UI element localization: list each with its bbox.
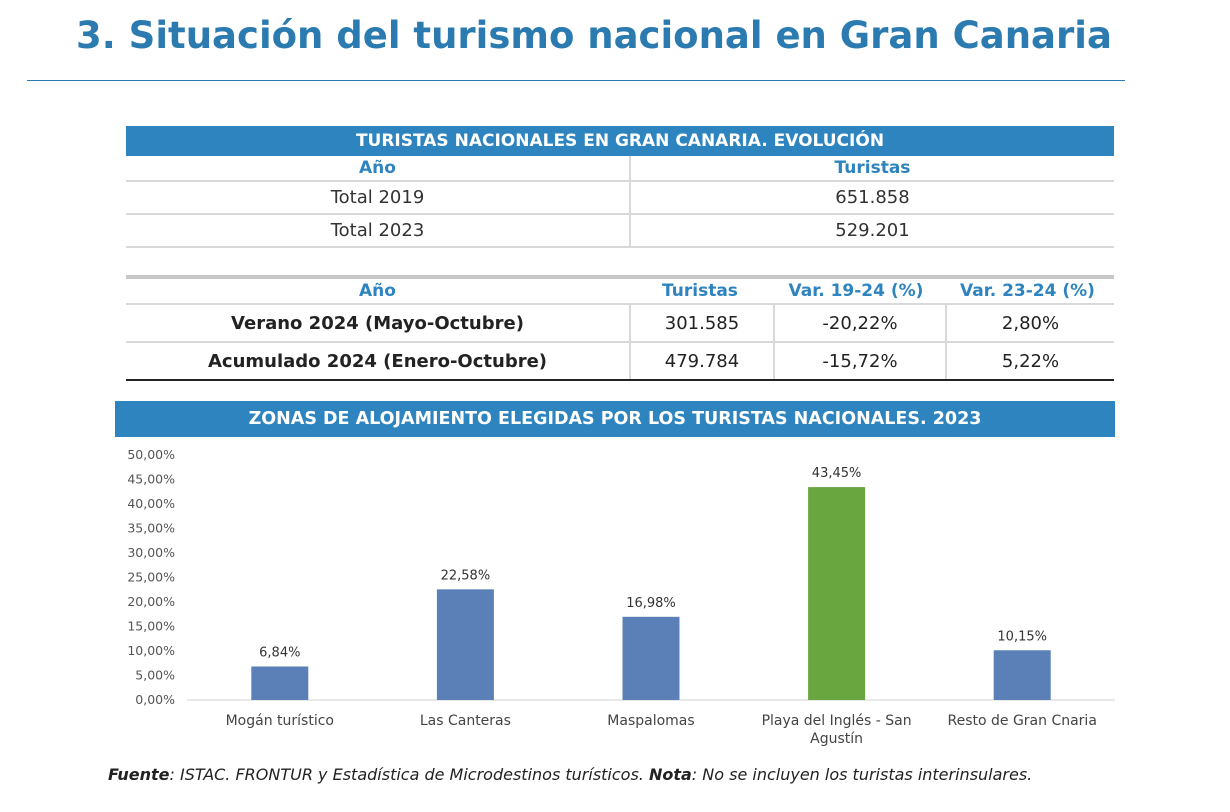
chart-title: ZONAS DE ALOJAMIENTO ELEGIDAS POR LOS TU… bbox=[115, 401, 1115, 437]
table-row: Total 2019 651.858 bbox=[126, 182, 1114, 215]
y-tick-label: 15,00% bbox=[127, 619, 175, 634]
row-period: Acumulado 2024 (Enero-Octubre) bbox=[126, 343, 631, 379]
season-table-header: Año Turistas Var. 19-24 (%) Var. 23-24 (… bbox=[126, 279, 1114, 305]
data-label: 16,98% bbox=[626, 596, 676, 611]
category-label: Mogán turístico bbox=[226, 713, 334, 729]
season-table: Año Turistas Var. 19-24 (%) Var. 23-24 (… bbox=[126, 275, 1114, 381]
source-label: Fuente bbox=[108, 765, 170, 784]
category-label: Resto de Gran Cnaria bbox=[947, 713, 1096, 729]
table-row: Acumulado 2024 (Enero-Octubre) 479.784 -… bbox=[126, 343, 1114, 381]
data-label: 22,58% bbox=[441, 568, 491, 583]
page-title: 3. Situación del turismo nacional en Gra… bbox=[76, 14, 1112, 57]
category-label: Agustín bbox=[810, 731, 863, 747]
bar bbox=[993, 650, 1051, 700]
y-tick-label: 30,00% bbox=[127, 545, 175, 560]
row-var-23-24: 2,80% bbox=[1001, 312, 1060, 334]
evolution-table-header: Año Turistas bbox=[126, 156, 1114, 182]
header-year: Año bbox=[359, 281, 396, 301]
row-tourists: 301.585 bbox=[631, 305, 775, 341]
y-tick-label: 45,00% bbox=[127, 472, 175, 487]
category-label: Maspalomas bbox=[607, 713, 694, 729]
row-var-19-24: -20,22% bbox=[775, 305, 947, 341]
bar-chart: 0,00% 5,00% 10,00% 15,00% 20,00% 25,00% 30,00%… bbox=[127, 447, 1115, 747]
source-text: : ISTAC. FRONTUR y Estadística de Microd… bbox=[169, 765, 649, 784]
row-year: Total 2019 bbox=[126, 182, 631, 213]
row-var-19-24: -15,72% bbox=[775, 343, 947, 379]
evolution-table: TURISTAS NACIONALES EN GRAN CANARIA. EVO… bbox=[126, 126, 1114, 248]
header-var-19-24: Var. 19-24 (%) bbox=[788, 281, 924, 301]
data-label: 6,84% bbox=[259, 645, 300, 660]
bar bbox=[251, 666, 309, 700]
title-divider bbox=[27, 80, 1125, 81]
header-tourists: Turistas bbox=[834, 158, 911, 178]
data-label: 10,15% bbox=[997, 629, 1047, 644]
evolution-table-title: TURISTAS NACIONALES EN GRAN CANARIA. EVO… bbox=[126, 126, 1114, 156]
y-tick-label: 20,00% bbox=[127, 594, 175, 609]
bar bbox=[808, 487, 866, 700]
row-var-23-24: 5,22% bbox=[1001, 350, 1060, 372]
category-label: Playa del Inglés - San bbox=[762, 713, 912, 729]
row-year: Total 2023 bbox=[126, 215, 631, 246]
y-tick-label: 40,00% bbox=[127, 496, 175, 511]
y-tick-label: 0,00% bbox=[135, 692, 175, 707]
table-row: Verano 2024 (Mayo-Octubre) 301.585 -20,2… bbox=[126, 305, 1114, 343]
y-tick-label: 25,00% bbox=[127, 570, 175, 585]
header-tourists: Turistas bbox=[662, 281, 738, 301]
data-label: 43,45% bbox=[812, 466, 862, 481]
y-tick-label: 50,00% bbox=[127, 447, 175, 462]
bar bbox=[622, 616, 680, 700]
bar bbox=[436, 589, 494, 700]
row-tourists: 529.201 bbox=[835, 220, 910, 241]
row-tourists: 651.858 bbox=[835, 187, 910, 208]
header-year: Año bbox=[126, 156, 631, 180]
y-tick-label: 10,00% bbox=[127, 643, 175, 658]
note-label: Nota bbox=[648, 765, 692, 784]
note-text: : No se incluyen los turistas interinsul… bbox=[691, 765, 1033, 784]
source-note: Fuente: ISTAC. FRONTUR y Estadística de … bbox=[108, 765, 1032, 784]
row-tourists: 479.784 bbox=[631, 343, 775, 379]
table-row: Total 2023 529.201 bbox=[126, 215, 1114, 248]
y-tick-label: 35,00% bbox=[127, 521, 175, 536]
header-var-23-24: Var. 23-24 (%) bbox=[960, 281, 1095, 301]
row-period: Verano 2024 (Mayo-Octubre) bbox=[126, 305, 631, 341]
category-label: Las Canteras bbox=[420, 713, 511, 729]
y-tick-label: 5,00% bbox=[135, 668, 175, 683]
